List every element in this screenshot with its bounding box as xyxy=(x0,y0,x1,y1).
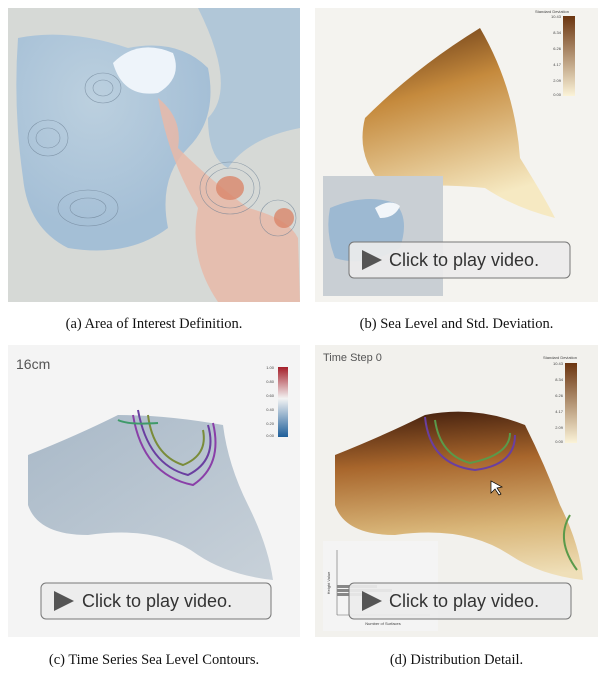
legend-label: 2.09 xyxy=(553,78,562,83)
legend-label: 8.34 xyxy=(555,377,564,382)
legend-label: 10.43 xyxy=(553,361,564,366)
overlay-label: 16cm xyxy=(16,356,50,372)
legend-label: 0.00 xyxy=(266,433,275,438)
video-button[interactable]: Click to play video. xyxy=(41,583,271,619)
figure-page: (a) Area of Interest Definition. Standar… xyxy=(0,0,607,681)
caption: (c) Time Series Sea Level Contours. xyxy=(0,652,308,669)
legend-title: Standard Deviation xyxy=(543,355,577,360)
histogram-y-label: Height Value xyxy=(326,571,331,594)
video-button-label[interactable]: Click to play video. xyxy=(82,591,232,611)
legend-label: 6.26 xyxy=(555,393,564,398)
panel-c-image: 1.00 0.80 0.60 0.40 0.20 0.00 16cm Click… xyxy=(8,345,300,637)
caption: (a) Area of Interest Definition. xyxy=(8,316,300,333)
legend-label: 8.34 xyxy=(553,30,562,35)
legend-label: 0.40 xyxy=(266,407,275,412)
legend-label: 0.20 xyxy=(266,421,275,426)
legend-label: 0.00 xyxy=(553,92,562,97)
legend-label: 1.00 xyxy=(266,365,275,370)
legend-label: 4.17 xyxy=(555,409,564,414)
caption: (b) Sea Level and Std. Deviation. xyxy=(315,316,598,333)
legend-label: 6.26 xyxy=(553,46,562,51)
legend-label: 0.60 xyxy=(266,393,275,398)
caption: (d) Distribution Detail. xyxy=(315,652,598,669)
legend-label: 0.00 xyxy=(555,439,564,444)
panel-b-image: Standard Deviation 10.43 8.34 6.26 4.17 … xyxy=(315,8,598,302)
panel-d-image: Standard Deviation 10.43 8.34 6.26 4.17 … xyxy=(315,345,598,637)
video-button[interactable]: Click to play video. xyxy=(349,583,571,619)
overlay-label: Time Step 0 xyxy=(323,352,382,364)
legend-label: 0.80 xyxy=(266,379,275,384)
legend-label: 2.09 xyxy=(555,425,564,430)
histogram-x-label: Number of Surfaces xyxy=(365,621,401,626)
legend-label: 4.17 xyxy=(553,62,562,67)
video-button[interactable]: Click to play video. xyxy=(349,242,570,278)
video-button-label[interactable]: Click to play video. xyxy=(389,250,539,270)
panel-a-image xyxy=(8,8,300,302)
video-button-label[interactable]: Click to play video. xyxy=(389,591,539,611)
legend-label: 10.43 xyxy=(551,14,562,19)
